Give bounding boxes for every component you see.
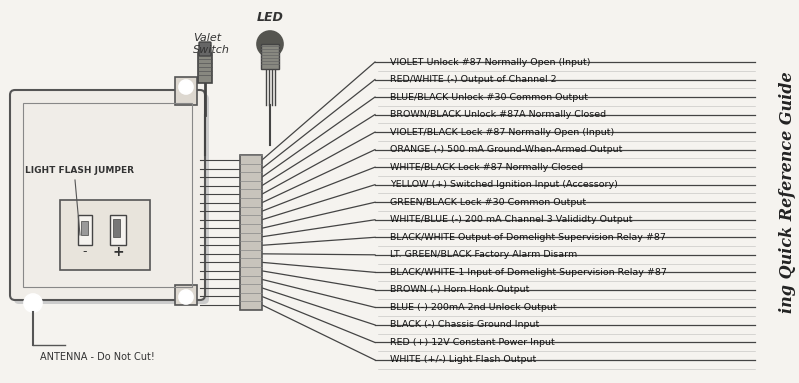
FancyBboxPatch shape <box>175 77 197 105</box>
Text: BROWN/BLACK Unlock #87A Normally Closed: BROWN/BLACK Unlock #87A Normally Closed <box>390 110 606 119</box>
Text: LIGHT FLASH JUMPER: LIGHT FLASH JUMPER <box>25 165 134 175</box>
Circle shape <box>257 31 283 57</box>
Text: LT. GREEN/BLACK Factory Alarm Disarm: LT. GREEN/BLACK Factory Alarm Disarm <box>390 250 577 259</box>
Text: VIOLET/BLACK Lock #87 Normally Open (Input): VIOLET/BLACK Lock #87 Normally Open (Inp… <box>390 128 614 137</box>
FancyBboxPatch shape <box>14 94 209 304</box>
FancyBboxPatch shape <box>175 285 197 305</box>
Text: -: - <box>83 246 87 259</box>
FancyBboxPatch shape <box>81 221 88 235</box>
FancyBboxPatch shape <box>198 53 212 83</box>
Text: GREEN/BLACK Lock #30 Common Output: GREEN/BLACK Lock #30 Common Output <box>390 198 586 207</box>
Text: RED (+) 12V Constant Power Input: RED (+) 12V Constant Power Input <box>390 338 555 347</box>
Circle shape <box>24 294 42 312</box>
FancyBboxPatch shape <box>240 155 262 310</box>
Text: YELLOW (+) Switched Ignition Input (Accessory): YELLOW (+) Switched Ignition Input (Acce… <box>390 180 618 189</box>
FancyBboxPatch shape <box>113 219 120 237</box>
Text: BLUE/BLACK Unlock #30 Common Output: BLUE/BLACK Unlock #30 Common Output <box>390 93 588 101</box>
Text: WHITE (+/-) Light Flash Output: WHITE (+/-) Light Flash Output <box>390 355 536 365</box>
Text: Valet
Switch: Valet Switch <box>193 33 230 55</box>
FancyBboxPatch shape <box>78 215 92 245</box>
Circle shape <box>179 290 193 304</box>
FancyBboxPatch shape <box>199 42 211 56</box>
Circle shape <box>179 80 193 94</box>
Text: BLACK/WHITE-1 Input of Domelight Supervision Relay #87: BLACK/WHITE-1 Input of Domelight Supervi… <box>390 268 667 277</box>
Text: +: + <box>112 245 124 259</box>
Text: BLUE (-) 200mA 2nd Unlock Output: BLUE (-) 200mA 2nd Unlock Output <box>390 303 557 312</box>
Text: BLACK (-) Chassis Ground Input: BLACK (-) Chassis Ground Input <box>390 321 539 329</box>
Text: WHITE/BLACK Lock #87 Normally Closed: WHITE/BLACK Lock #87 Normally Closed <box>390 163 583 172</box>
FancyBboxPatch shape <box>110 215 126 245</box>
Text: LED: LED <box>256 11 284 24</box>
Text: ORANGE (-) 500 mA Ground-When-Armed Output: ORANGE (-) 500 mA Ground-When-Armed Outp… <box>390 145 622 154</box>
FancyBboxPatch shape <box>261 44 279 69</box>
Text: ANTENNA - Do Not Cut!: ANTENNA - Do Not Cut! <box>40 352 155 362</box>
Text: ing Quick Reference Guide: ing Quick Reference Guide <box>778 71 796 313</box>
Text: BLACK/WHITE Output of Domelight Supervision Relay #87: BLACK/WHITE Output of Domelight Supervis… <box>390 233 666 242</box>
Text: RED/WHITE (-) Output of Channel 2: RED/WHITE (-) Output of Channel 2 <box>390 75 557 84</box>
Text: BROWN (-) Horn Honk Output: BROWN (-) Horn Honk Output <box>390 285 530 295</box>
FancyBboxPatch shape <box>10 90 205 300</box>
Text: VIOLET Unlock #87 Normally Open (Input): VIOLET Unlock #87 Normally Open (Input) <box>390 57 590 67</box>
Text: WHITE/BLUE (-) 200 mA Channel 3 Valididty Output: WHITE/BLUE (-) 200 mA Channel 3 Valididt… <box>390 215 633 224</box>
FancyBboxPatch shape <box>60 200 150 270</box>
